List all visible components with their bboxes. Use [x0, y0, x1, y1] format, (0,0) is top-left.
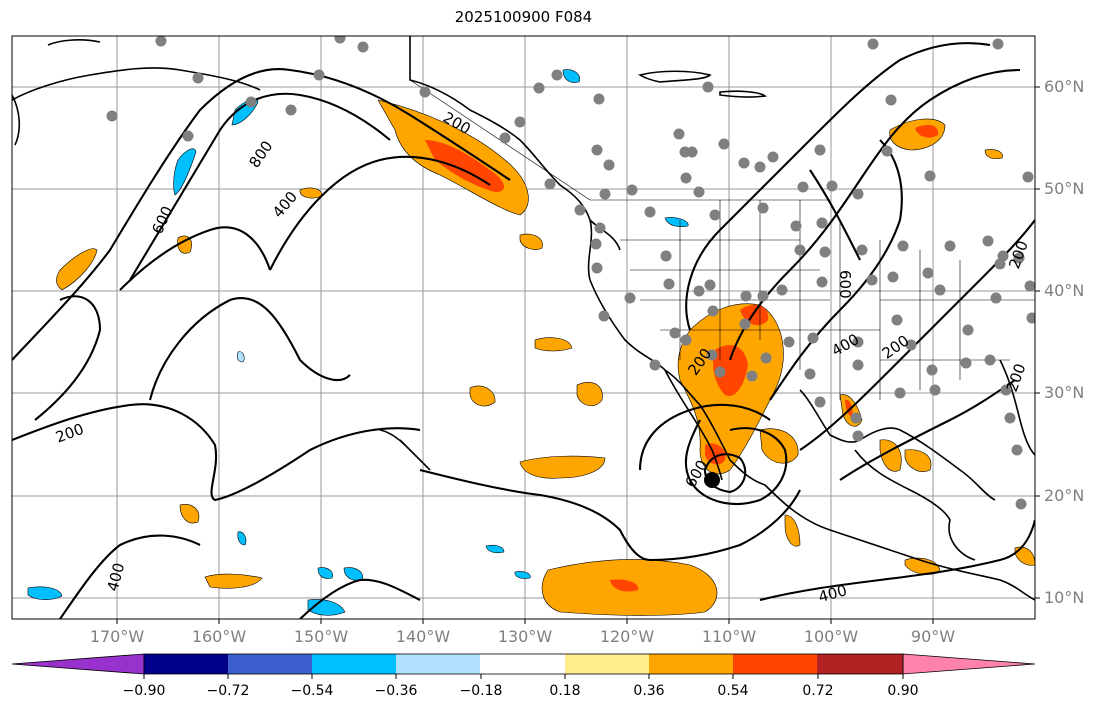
- map-frame: [11, 35, 1036, 620]
- lon-label: 100°W: [803, 627, 859, 646]
- lon-label: 170°W: [89, 627, 145, 646]
- colorbar-segment: [144, 654, 229, 674]
- colorbar-tick-label: 0.90: [887, 683, 919, 699]
- lon-label: 110°W: [701, 627, 757, 646]
- lat-label: 60°N: [1044, 77, 1085, 96]
- lon-label: 140°W: [395, 627, 451, 646]
- colorbar-segment: [396, 654, 481, 674]
- station-dots: [106, 36, 1035, 510]
- lat-label: 20°N: [1044, 486, 1085, 505]
- storm-center-marker: [704, 472, 720, 488]
- colorbar-segment: [480, 654, 566, 674]
- colorbar-segment: [312, 654, 397, 674]
- lat-label: 40°N: [1044, 281, 1085, 300]
- colorbar-tick-label: 0.54: [717, 683, 749, 699]
- colorbar-segment: [649, 654, 734, 674]
- positive-anomaly-patches: [56, 99, 1035, 616]
- coastlines: [12, 36, 1035, 601]
- colorbar-extend-low: [11, 653, 145, 675]
- colorbar-tick-label: −0.36: [374, 683, 418, 699]
- lon-label: 130°W: [497, 627, 553, 646]
- colorbar-tick-label: −0.90: [122, 683, 166, 699]
- colorbar-tick-label: −0.18: [459, 683, 503, 699]
- negative-anomaly-patches: [27, 69, 689, 616]
- colorbar-tick-label: 0.36: [633, 683, 665, 699]
- lon-label: 90°W: [910, 627, 956, 646]
- colorbar-segment: [228, 654, 313, 674]
- colorbar-tick-label: −0.72: [206, 683, 250, 699]
- lon-label: 160°W: [191, 627, 247, 646]
- lat-label: 50°N: [1044, 179, 1085, 198]
- colorbar-segment: [733, 654, 818, 674]
- map-title: 2025100900 F084: [454, 8, 593, 26]
- lon-label: 120°W: [599, 627, 655, 646]
- colorbar-segment: [817, 654, 903, 674]
- colorbar-extend-high: [902, 653, 1036, 675]
- lat-label: 30°N: [1044, 383, 1085, 402]
- colorbar-tick-label: 0.18: [549, 683, 581, 699]
- colorbar-tick-label: 0.72: [802, 683, 834, 699]
- lat-ticks: [1035, 86, 1040, 599]
- colorbar-segment: [565, 654, 650, 674]
- colorbar: [11, 653, 1036, 679]
- colorbar-tick-label: −0.54: [290, 683, 334, 699]
- lat-label: 10°N: [1044, 588, 1085, 607]
- contour-label: 600: [836, 270, 854, 299]
- lon-label: 150°W: [293, 627, 349, 646]
- lon-ticks: [116, 619, 934, 624]
